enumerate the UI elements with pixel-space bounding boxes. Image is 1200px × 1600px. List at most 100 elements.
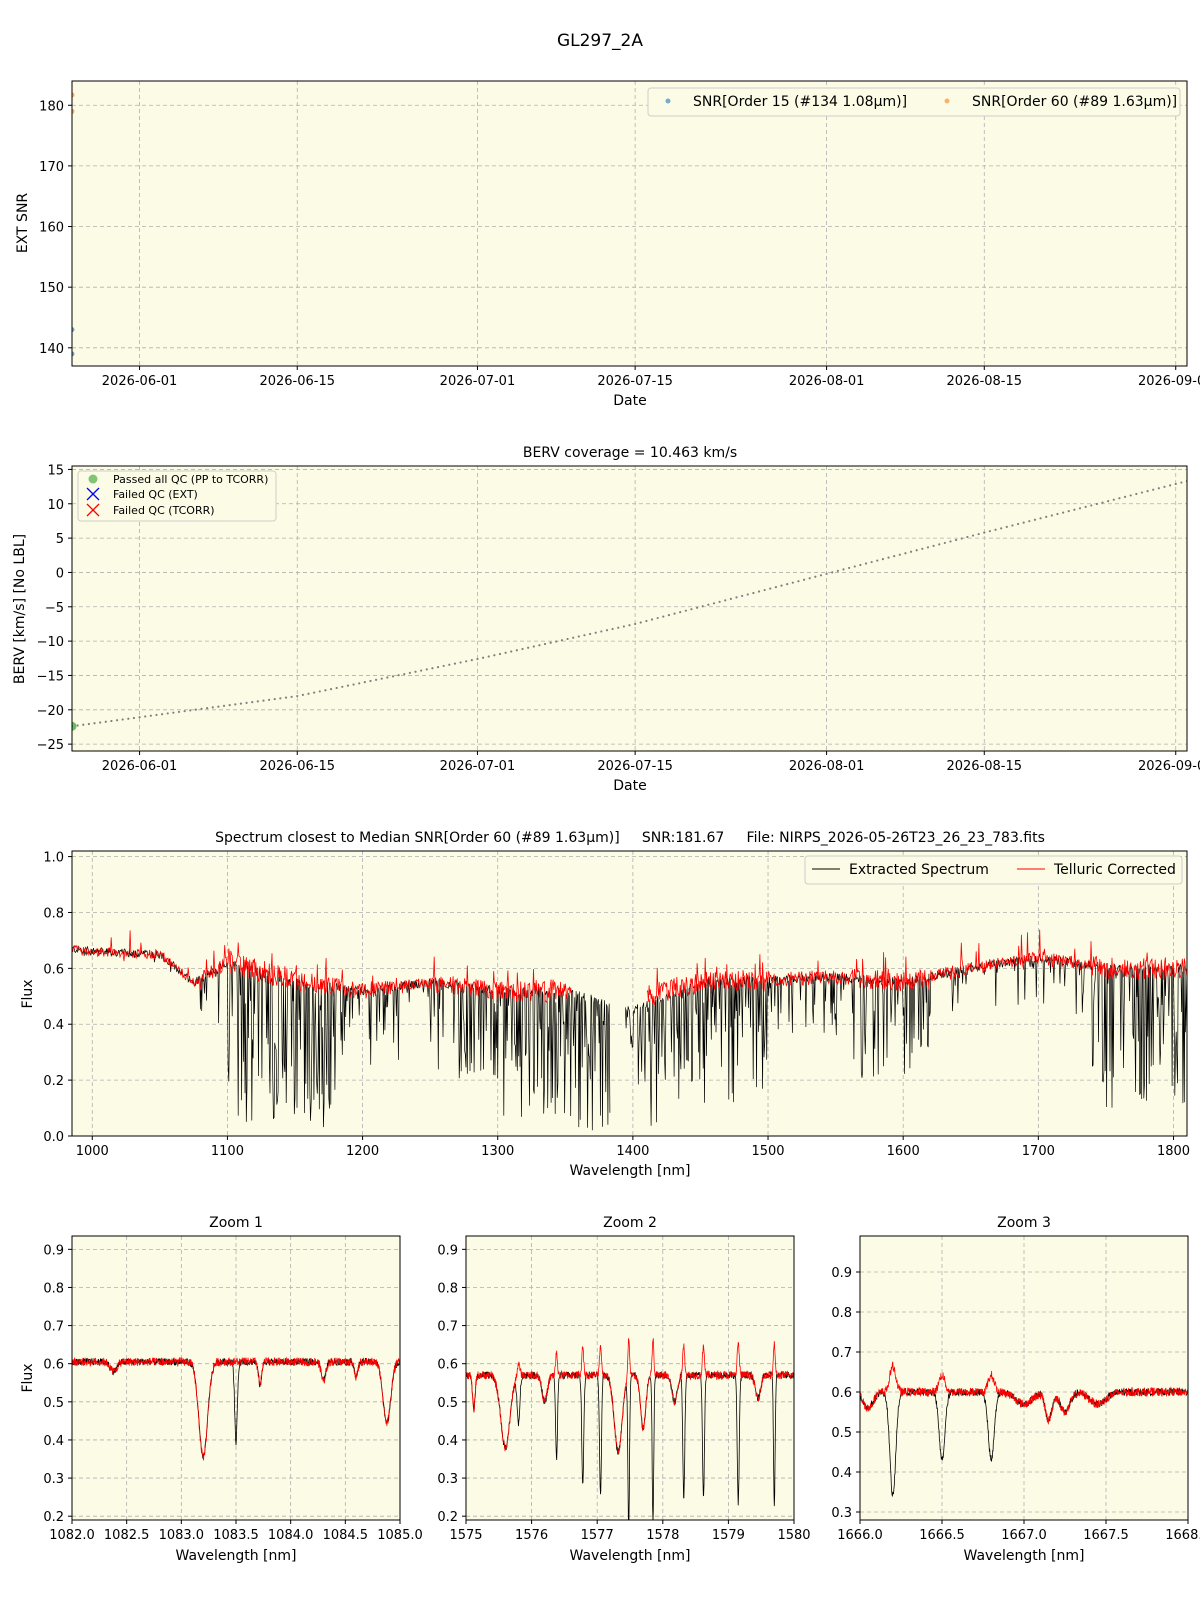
figure-title: GL297_2A: [557, 31, 643, 51]
berv-curve-dot: [374, 678, 378, 681]
snr-y-tick-label: 170: [39, 160, 64, 175]
berv-y-tick-label: −10: [37, 635, 64, 650]
spectrum-x-tick-label: 1400: [616, 1144, 649, 1159]
berv-curve-dot: [521, 647, 524, 651]
berv-curve-dot: [915, 549, 918, 552]
snr-x-tick-label: 2026-08-15: [946, 374, 1022, 389]
berv-curve-dot: [1067, 510, 1070, 513]
berv-curve-dot: [966, 535, 969, 539]
berv-curve-dot: [1169, 484, 1172, 487]
berv-curve-dot: [645, 619, 648, 623]
spectrum-plot-frame: [71, 850, 1188, 1137]
spectrum-telluric-line: [72, 929, 1187, 1006]
zoom3-x-axis-label: Wavelength [nm]: [964, 1548, 1085, 1564]
berv-legend-label-passed: Passed all QC (PP to TCORR): [113, 473, 268, 486]
berv-curve-dot: [887, 556, 890, 559]
berv-curve-dot: [76, 724, 79, 727]
snr-y-tick-label: 140: [39, 342, 64, 357]
snr-x-tick-label: 2026-06-15: [259, 374, 335, 389]
berv-curve-dot: [864, 562, 868, 565]
berv-curve-dot: [138, 716, 141, 719]
berv-curve-dot: [893, 555, 896, 558]
berv-curve-dot: [425, 668, 428, 671]
berv-curve-dot: [1157, 487, 1160, 490]
zoom2-lines: [466, 1338, 794, 1520]
spectrum-x-tick-label: 1200: [346, 1144, 379, 1159]
spectrum-y-tick-label: 1.0: [43, 851, 64, 866]
spectrum-plot-area: [72, 851, 1187, 1136]
berv-markers: [72, 480, 1187, 731]
zoom1-y-tick-label: 0.3: [43, 1472, 64, 1487]
berv-curve-dot: [819, 574, 823, 577]
berv-curve-dot: [386, 676, 389, 679]
snr-x-tick-label: 2026-06-01: [102, 374, 178, 389]
berv-curve-dot: [825, 572, 828, 575]
berv-y-tick-label: −20: [37, 704, 64, 719]
berv-curve-dot: [369, 679, 372, 683]
berv-y-tick-label: −5: [45, 601, 64, 616]
berv-curve-dot: [814, 575, 817, 578]
berv-curve-dot: [1056, 512, 1059, 516]
berv-curve-dot: [290, 695, 293, 698]
berv-curve-dot: [296, 694, 299, 698]
snr-legend-label-order60: SNR[Order 60 (#89 1.63μm)]: [972, 94, 1177, 110]
berv-curve-dot: [453, 662, 457, 665]
berv-curve-dot: [414, 670, 417, 673]
snr-y-tick-label: 160: [39, 221, 64, 236]
berv-curve-dot: [459, 661, 462, 664]
berv-curve-dot: [1129, 494, 1132, 497]
zoom1-y-axis-label: Flux: [20, 1363, 36, 1392]
spectrum-y-axis-label: Flux: [20, 979, 36, 1008]
berv-curve-dot: [284, 696, 288, 699]
berv-x-tick-label: 2026-06-15: [259, 759, 335, 774]
zoom2-x-tick-label: 1576: [515, 1528, 548, 1543]
berv-curve-dot: [656, 616, 659, 620]
snr-x-tick-label: 2026-09-01: [1138, 374, 1200, 389]
berv-curve-dot: [149, 714, 152, 717]
berv-curve-dot: [1039, 517, 1042, 520]
berv-curve-dot: [988, 530, 992, 533]
berv-curve-dot: [121, 718, 124, 721]
berv-curve-dot: [352, 683, 355, 686]
berv-curve-dot: [93, 722, 96, 725]
berv-curve-dot: [189, 709, 192, 712]
berv-x-tick-label: 2026-08-01: [789, 759, 865, 774]
berv-curve-dot: [938, 543, 941, 546]
berv-curve-dot: [634, 622, 637, 626]
berv-curve-dot: [712, 602, 716, 605]
berv-curve-dot: [324, 689, 327, 692]
berv-curve-dot: [1146, 490, 1149, 493]
berv-curve-dot: [166, 712, 169, 715]
snr-plot-area: [72, 81, 1187, 366]
zoom1-y-tick-label: 0.8: [43, 1281, 64, 1296]
berv-curve-dot: [932, 544, 935, 547]
berv-legend-marker-passed: [88, 474, 98, 484]
zoom1-x-tick-label: 1082.5: [104, 1528, 150, 1543]
berv-curve-dot: [228, 704, 231, 707]
berv-curve-dot: [881, 558, 885, 561]
zoom3-y-tick-label: 0.7: [831, 1346, 852, 1361]
berv-legend: Passed all QC (PP to TCORR) Failed QC (E…: [77, 470, 277, 522]
berv-curve-dot: [155, 713, 158, 717]
berv-curve-dot: [487, 655, 490, 658]
zoom3-x-tick-label: 1667.0: [1001, 1528, 1047, 1543]
snr-legend: SNR[Order 15 (#134 1.08μm)] SNR[Order 60…: [647, 87, 1181, 117]
berv-curve-dot: [701, 605, 704, 608]
snr-x-tick-label: 2026-07-01: [440, 374, 516, 389]
berv-curve-dot: [757, 590, 761, 593]
snr-x-tick-label: 2026-08-01: [789, 374, 865, 389]
berv-curve-dot: [876, 559, 879, 562]
berv-curve-dot: [611, 627, 614, 631]
spectrum-x-tick-label: 1100: [211, 1144, 244, 1159]
berv-x-tick-label: 2026-07-15: [597, 759, 673, 774]
zoom2-x-tick-label: 1579: [712, 1528, 745, 1543]
zoom2-title: Zoom 2: [603, 1215, 657, 1231]
berv-curve-dot: [183, 710, 186, 713]
berv-curve-dot: [115, 719, 119, 722]
spectrum-x-tick-label: 1700: [1022, 1144, 1055, 1159]
zoom1-title: Zoom 1: [209, 1215, 263, 1231]
berv-curve-dot: [493, 654, 496, 657]
snr-point: [72, 351, 75, 357]
zoom3-x-tick-label: 1668.0: [1165, 1528, 1200, 1543]
berv-passed-point: [72, 721, 77, 731]
